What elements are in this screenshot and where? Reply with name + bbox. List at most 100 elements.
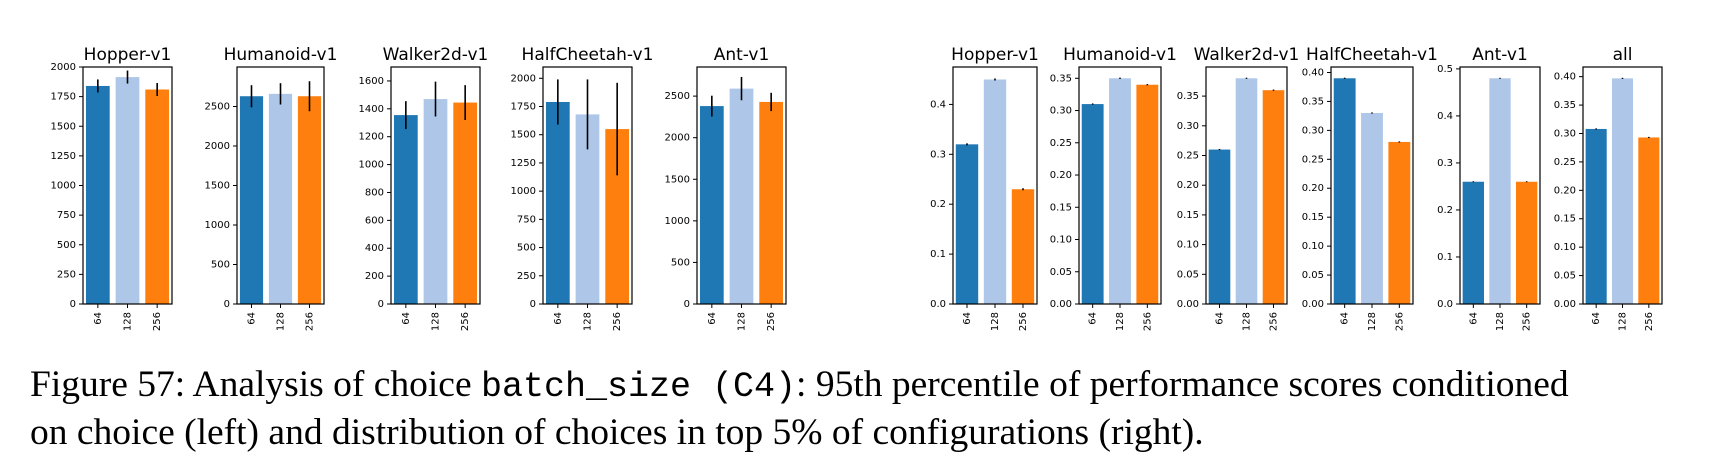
caption-prefix: Figure 57: Analysis of choice: [30, 364, 481, 405]
y-tick-label: 0.5: [1437, 64, 1453, 75]
y-tick-label: 0: [684, 299, 690, 310]
x-tick-label: 128: [990, 312, 1001, 331]
axes-frame: [236, 66, 325, 305]
bar-256: [1516, 181, 1538, 304]
bar-256: [605, 129, 630, 304]
y-tick-label: 0.25: [1302, 154, 1324, 165]
y-tick-label: 0.00: [1050, 299, 1072, 310]
y-tick-label: 0.3: [1437, 158, 1453, 169]
x-tick-label: 128: [276, 312, 287, 331]
y-tick-label: 0.4: [1437, 111, 1453, 122]
figure-panels: Hopper-v1 64 128 256 0 250 500 750 1000 1250 1500 1…: [51, 45, 1663, 331]
panel-title: all: [1613, 45, 1633, 65]
x-tick-label: 128: [1115, 312, 1126, 331]
bar-256: [145, 89, 170, 304]
x-tick-label: 64: [962, 312, 973, 325]
y-tick-label: 2000: [51, 62, 76, 73]
x-tick-label: 128: [123, 312, 134, 331]
y-tick-label: 2500: [205, 102, 230, 113]
bar-256: [1011, 189, 1035, 304]
y-tick-label: 0.05: [1050, 267, 1072, 278]
bar-128: [983, 79, 1007, 304]
x-tick-label: 64: [93, 312, 104, 325]
y-tick-label: 0: [530, 299, 536, 310]
y-tick-label: 750: [57, 210, 76, 221]
y-tick-label: 0.25: [1050, 138, 1072, 149]
axes-frame: [1330, 66, 1414, 305]
y-tick-label: 200: [365, 271, 384, 282]
panel-title: HalfCheetah-v1: [1306, 45, 1438, 65]
x-tick-label: 128: [1495, 312, 1506, 331]
y-tick-label: 0.20: [1554, 185, 1576, 196]
y-tick-label: 1000: [51, 181, 76, 192]
figure-caption: Figure 57: Analysis of choice batch_size…: [30, 362, 1700, 455]
y-tick-label: 0.20: [1302, 183, 1324, 194]
y-tick-label: 1250: [511, 158, 536, 169]
bar-128: [1235, 78, 1258, 305]
y-tick-label: 0.10: [1050, 235, 1072, 246]
axes-frame: [1582, 66, 1663, 305]
panel-right-10: Ant-v1 64 128 256 0.0 0.1 0.2 0.3 0.4 0.5: [1437, 45, 1541, 331]
y-tick-label: 400: [365, 243, 384, 254]
y-tick-label: 0.30: [1302, 125, 1324, 136]
bar-128: [1361, 113, 1383, 304]
panel-right-11: all 64 128 256 0.00 0.05 0.10 0.15 0.20 0.25 0.30 0…: [1554, 45, 1663, 331]
y-tick-label: 0.25: [1177, 151, 1199, 162]
y-tick-label: 1000: [511, 186, 536, 197]
bar-64: [1208, 149, 1231, 304]
y-tick-label: 0.25: [1554, 157, 1576, 168]
axes-frame: [696, 66, 787, 305]
y-tick-label: 1000: [359, 160, 384, 171]
bar-64: [1081, 104, 1104, 304]
bar-128: [115, 77, 140, 304]
y-tick-label: 0.10: [1302, 241, 1324, 252]
y-tick-label: 1000: [205, 220, 230, 231]
bar-64: [1462, 181, 1484, 304]
panel-left-5: Ant-v1 64 128 256 0 500 1000 1500 2000 2500: [665, 45, 787, 331]
y-tick-label: 0.1: [1437, 252, 1453, 263]
y-tick-label: 1000: [665, 216, 690, 227]
x-tick-label: 128: [431, 312, 442, 331]
x-tick-label: 128: [1618, 312, 1629, 331]
bar-64: [239, 96, 264, 304]
bar-128: [1489, 78, 1511, 305]
y-tick-label: 0.00: [1302, 299, 1324, 310]
y-tick-label: 0.00: [1177, 299, 1199, 310]
y-tick-label: 0.40: [1554, 72, 1576, 83]
panel-title: Hopper-v1: [84, 45, 172, 65]
x-tick-label: 64: [401, 312, 412, 325]
x-tick-label: 64: [1215, 312, 1226, 325]
panel-left-1: Hopper-v1 64 128 256 0 250 500 750 1000 1250 1500 1…: [51, 45, 173, 331]
x-tick-label: 128: [737, 312, 748, 331]
bar-64: [545, 101, 570, 304]
bar-256: [1388, 141, 1411, 304]
bar-256: [1262, 90, 1285, 305]
panel-title: Walker2d-v1: [383, 45, 489, 65]
y-tick-label: 2000: [205, 141, 230, 152]
y-tick-label: 0: [378, 299, 384, 310]
panel-title: Humanoid-v1: [1063, 45, 1177, 65]
y-tick-label: 0.30: [1050, 106, 1072, 117]
bar-128: [1611, 78, 1634, 304]
y-tick-label: 0.20: [1050, 170, 1072, 181]
y-tick-label: 1600: [359, 76, 384, 87]
y-tick-label: 1500: [205, 181, 230, 192]
y-tick-label: 250: [517, 271, 536, 282]
y-tick-label: 0.35: [1302, 96, 1324, 107]
y-tick-label: 1750: [51, 92, 76, 103]
y-tick-label: 0.15: [1302, 212, 1324, 223]
y-tick-label: 0.4: [930, 99, 946, 110]
x-tick-label: 256: [460, 312, 471, 331]
caption-line-2: on choice (left) and distribution of cho…: [30, 412, 1204, 453]
bar-128: [268, 93, 293, 304]
bar-256: [759, 101, 784, 304]
y-tick-label: 0: [70, 299, 76, 310]
y-tick-label: 2500: [665, 91, 690, 102]
y-tick-label: 250: [57, 269, 76, 280]
y-tick-label: 0.05: [1177, 269, 1199, 280]
bar-128: [423, 99, 448, 305]
y-tick-label: 0.00: [1554, 299, 1576, 310]
panel-title: HalfCheetah-v1: [522, 45, 654, 65]
y-tick-label: 1400: [359, 104, 384, 115]
y-tick-label: 0.1: [930, 249, 946, 260]
